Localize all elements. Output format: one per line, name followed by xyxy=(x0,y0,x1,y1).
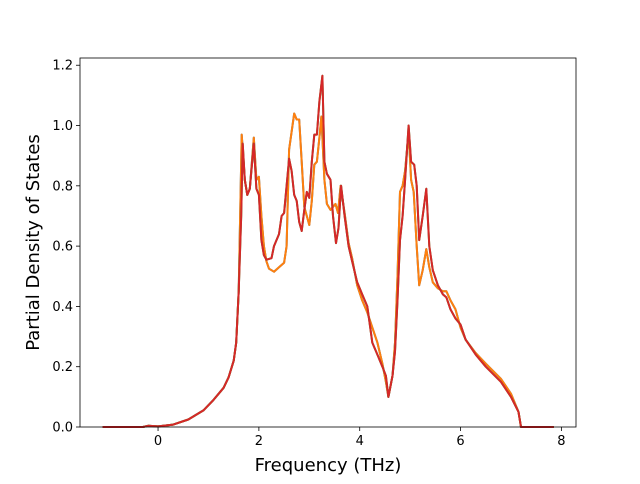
series-layer xyxy=(102,74,554,428)
y-tick-label: 1.0 xyxy=(52,119,73,134)
y-axis-ticks: 0.0 0.2 0.4 0.6 0.8 1.0 1.2 xyxy=(52,59,80,436)
axes-frame xyxy=(79,57,577,428)
y-tick-label: 0.2 xyxy=(52,360,73,375)
y-tick-label: 1.2 xyxy=(52,59,73,74)
x-tick-label: 6 xyxy=(456,434,464,449)
y-tick-label: 0.8 xyxy=(52,179,73,194)
x-tick-label: 2 xyxy=(255,434,263,449)
y-tick-label: 0.6 xyxy=(52,240,73,255)
x-axis-label: Frequency (THz) xyxy=(255,455,402,476)
x-tick-label: 8 xyxy=(557,434,565,449)
y-tick-label: 0.0 xyxy=(52,421,73,436)
series-line-4 xyxy=(102,74,554,428)
y-axis-label: Partial Density of States xyxy=(23,134,44,351)
x-tick-label: 4 xyxy=(356,434,364,449)
x-tick-label: 0 xyxy=(154,434,162,449)
y-tick-label: 0.4 xyxy=(52,300,73,315)
x-axis-ticks: 0 2 4 6 8 xyxy=(154,427,566,449)
